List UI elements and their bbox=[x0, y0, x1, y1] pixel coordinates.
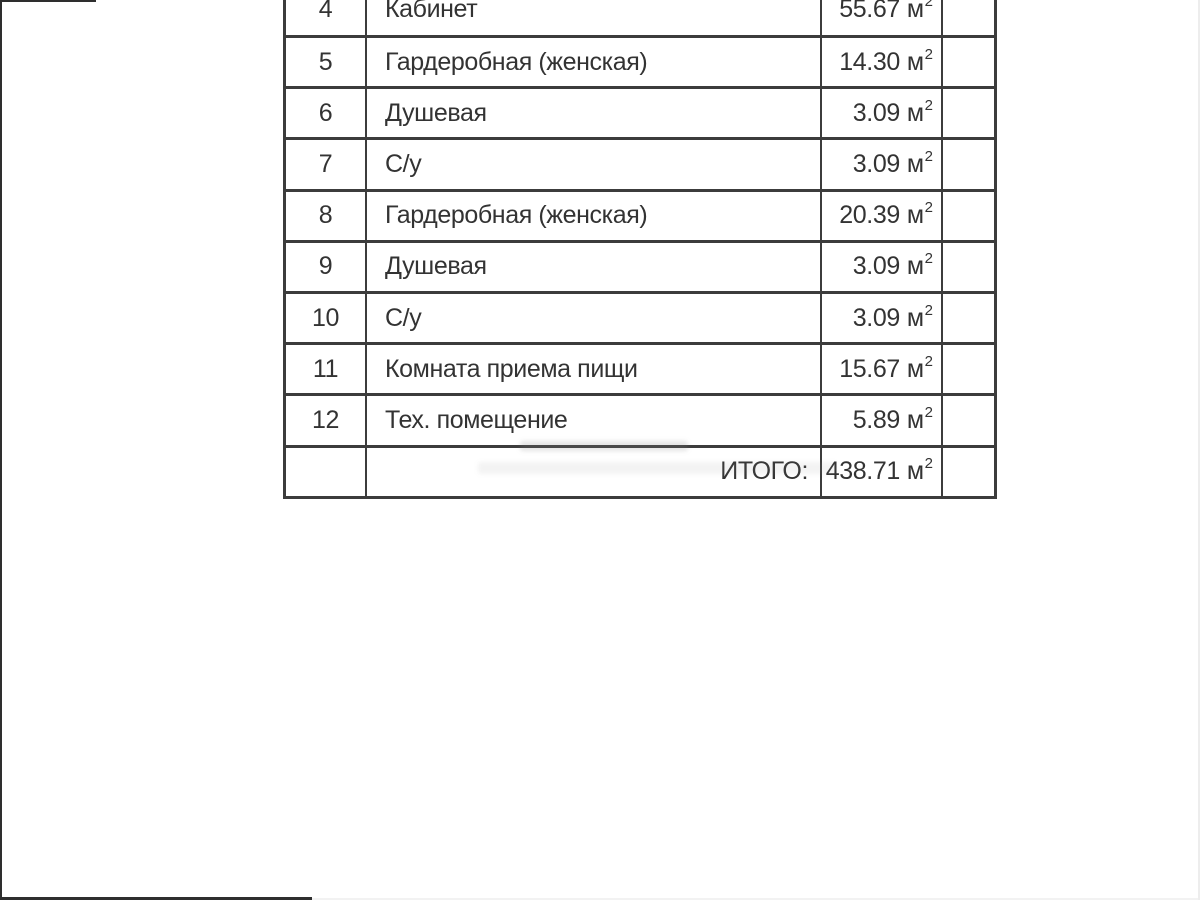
area-unit: м2 bbox=[906, 301, 933, 332]
page-edge-bottom bbox=[0, 897, 312, 900]
area-unit: м2 bbox=[906, 455, 933, 486]
room-name-cell: Душевая bbox=[367, 89, 822, 138]
room-area-cell: 14.30 м2 bbox=[822, 38, 943, 87]
area-unit: м2 bbox=[906, 96, 933, 127]
empty-cell bbox=[943, 243, 994, 291]
empty-cell bbox=[943, 140, 994, 188]
total-area-cell: 438.71 м2 bbox=[822, 447, 943, 496]
area-value: 3.09 bbox=[852, 149, 900, 178]
page-edge-right bbox=[1198, 0, 1200, 900]
area-value: 20.39 bbox=[839, 201, 900, 230]
page-edge-bottom-faint bbox=[312, 898, 1200, 900]
row-number-cell: 5 bbox=[286, 38, 367, 87]
area-unit: м2 bbox=[906, 352, 933, 383]
empty-cell bbox=[943, 0, 994, 35]
table-row-9: 9 Душевая 3.09 м2 bbox=[286, 239, 994, 291]
empty-cell bbox=[943, 345, 994, 393]
area-unit-superscript: 2 bbox=[924, 403, 933, 421]
room-area-cell: 5.89 м2 bbox=[822, 396, 943, 445]
area-unit: м2 bbox=[906, 199, 933, 230]
area-unit-superscript: 2 bbox=[924, 96, 933, 114]
table-row-4: 4 Кабинет 55.67 м2 bbox=[286, 0, 994, 35]
room-name-cell: Кабинет bbox=[367, 0, 822, 35]
area-unit-superscript: 2 bbox=[924, 0, 933, 10]
room-name-cell: Гардеробная (женская) bbox=[367, 38, 822, 87]
area-unit-superscript: 2 bbox=[924, 301, 933, 319]
room-area-cell: 15.67 м2 bbox=[822, 345, 943, 394]
room-area-cell: 3.09 м2 bbox=[822, 293, 943, 343]
area-value: 3.09 bbox=[852, 252, 900, 281]
empty-cell bbox=[943, 192, 994, 240]
area-unit: м2 bbox=[906, 250, 933, 281]
empty-cell bbox=[943, 294, 994, 342]
area-value: 15.67 bbox=[839, 354, 900, 383]
empty-cell bbox=[943, 396, 994, 444]
area-unit: м2 bbox=[906, 147, 933, 178]
room-name-cell: С/у bbox=[367, 140, 822, 189]
empty-cell bbox=[943, 448, 994, 496]
watermark-smudge bbox=[478, 462, 836, 474]
table-row-total: ИТОГО: 438.71 м2 bbox=[286, 444, 994, 496]
room-area-cell: 55.67 м2 bbox=[822, 0, 943, 35]
row-number-cell: 4 bbox=[286, 0, 367, 35]
table-row-8: 8 Гардеробная (женская) 20.39 м2 bbox=[286, 188, 994, 240]
area-unit-superscript: 2 bbox=[924, 352, 933, 370]
area-unit-superscript: 2 bbox=[924, 147, 933, 165]
area-unit-superscript: 2 bbox=[924, 199, 933, 217]
area-unit: м2 bbox=[906, 403, 933, 434]
row-number-cell: 10 bbox=[286, 293, 367, 343]
area-value: 3.09 bbox=[852, 303, 900, 332]
room-name-cell: Душевая bbox=[367, 242, 822, 291]
watermark-smudge bbox=[520, 441, 688, 451]
area-unit: м2 bbox=[906, 45, 933, 76]
room-name-cell: С/у bbox=[367, 293, 822, 343]
row-number-cell: 12 bbox=[286, 396, 367, 445]
area-unit-superscript: 2 bbox=[924, 45, 933, 63]
area-unit-superscript: 2 bbox=[924, 455, 933, 473]
area-unit-superscript: 2 bbox=[924, 250, 933, 268]
empty-cell bbox=[943, 89, 994, 137]
room-name-cell: Комната приема пищи bbox=[367, 345, 822, 394]
page-edge-left bbox=[0, 0, 2, 900]
area-value: 55.67 bbox=[839, 0, 900, 23]
table-row-12: 12 Тех. помещение 5.89 м2 bbox=[286, 393, 994, 445]
table-row-10: 10 С/у 3.09 м2 bbox=[286, 290, 994, 343]
table-row-5: 5 Гардеробная (женская) 14.30 м2 bbox=[286, 35, 994, 87]
table-row-7: 7 С/у 3.09 м2 bbox=[286, 137, 994, 189]
table-row-11: 11 Комната приема пищи 15.67 м2 bbox=[286, 342, 994, 394]
total-label-cell: ИТОГО: bbox=[367, 447, 822, 496]
row-number-cell: 9 bbox=[286, 242, 367, 291]
area-unit: м2 bbox=[907, 0, 933, 24]
row-number-cell: 8 bbox=[286, 191, 367, 240]
room-name-cell: Тех. помещение bbox=[367, 396, 822, 445]
room-area-cell: 3.09 м2 bbox=[822, 140, 943, 189]
room-area-cell: 3.09 м2 bbox=[822, 242, 943, 291]
area-value: 5.89 bbox=[852, 405, 900, 434]
room-name-cell: Гардеробная (женская) bbox=[367, 191, 822, 240]
table-row-6: 6 Душевая 3.09 м2 bbox=[286, 86, 994, 138]
room-schedule-table: 4 Кабинет 55.67 м2 5 Гардеробная (женска… bbox=[283, 0, 997, 499]
page-edge-top bbox=[0, 0, 96, 2]
row-number-cell-empty bbox=[286, 447, 367, 496]
row-number-cell: 6 bbox=[286, 89, 367, 138]
row-number-cell: 11 bbox=[286, 345, 367, 394]
empty-cell bbox=[943, 38, 994, 86]
row-number-cell: 7 bbox=[286, 140, 367, 189]
total-area-value: 438.71 bbox=[825, 457, 900, 486]
area-value: 3.09 bbox=[852, 98, 900, 127]
room-area-cell: 3.09 м2 bbox=[822, 89, 943, 138]
room-area-cell: 20.39 м2 bbox=[822, 191, 943, 240]
total-label: ИТОГО: bbox=[720, 457, 808, 486]
area-value: 14.30 bbox=[839, 47, 900, 76]
